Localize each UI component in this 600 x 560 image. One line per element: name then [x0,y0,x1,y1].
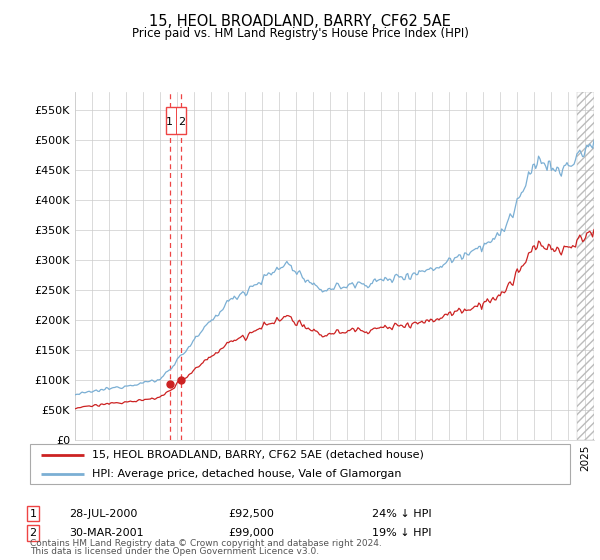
Text: £99,000: £99,000 [228,528,274,538]
Text: 1: 1 [29,508,37,519]
Text: 15, HEOL BROADLAND, BARRY, CF62 5AE (detached house): 15, HEOL BROADLAND, BARRY, CF62 5AE (det… [92,450,424,460]
Text: HPI: Average price, detached house, Vale of Glamorgan: HPI: Average price, detached house, Vale… [92,469,401,479]
Text: 2: 2 [179,118,185,127]
Text: Price paid vs. HM Land Registry's House Price Index (HPI): Price paid vs. HM Land Registry's House … [131,27,469,40]
Text: 30-MAR-2001: 30-MAR-2001 [69,528,143,538]
Text: £92,500: £92,500 [228,508,274,519]
Text: This data is licensed under the Open Government Licence v3.0.: This data is licensed under the Open Gov… [30,547,319,556]
Text: 1: 1 [166,118,172,127]
Text: Contains HM Land Registry data © Crown copyright and database right 2024.: Contains HM Land Registry data © Crown c… [30,539,382,548]
Text: 24% ↓ HPI: 24% ↓ HPI [372,508,431,519]
Bar [166,108,185,134]
Text: 19% ↓ HPI: 19% ↓ HPI [372,528,431,538]
FancyBboxPatch shape [30,444,570,484]
Text: 2: 2 [29,528,37,538]
Text: 28-JUL-2000: 28-JUL-2000 [69,508,137,519]
Text: 15, HEOL BROADLAND, BARRY, CF62 5AE: 15, HEOL BROADLAND, BARRY, CF62 5AE [149,14,451,29]
